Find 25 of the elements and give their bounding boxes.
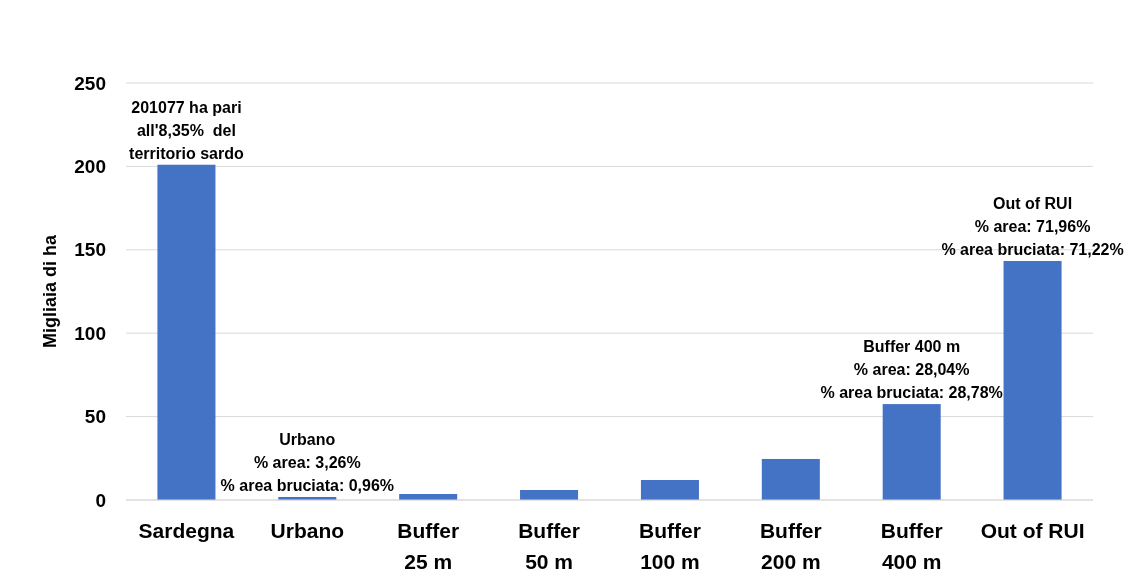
y-tick-label: 250 — [74, 72, 106, 94]
y-tick-label: 50 — [84, 406, 106, 428]
y-tick-label: 100 — [74, 322, 106, 344]
y-tick-label: 0 — [95, 489, 106, 511]
x-tick-label: Buffer 25 m — [397, 519, 460, 573]
bar — [1003, 260, 1062, 500]
annotation: Buffer 400 m % area: 28,04% % area bruciata: 28,78% — [820, 338, 1003, 402]
x-tick-label: Buffer 400 m — [880, 519, 943, 573]
y-tick-label: 200 — [74, 156, 106, 178]
y-axis-title: Migliaia di ha — [40, 234, 60, 349]
bar — [520, 489, 579, 500]
bar — [640, 479, 699, 500]
x-tick-label: Out of RUI — [980, 519, 1085, 542]
annotation: Urbano % area: 3,26% % area bruciata: 0,96% — [220, 431, 395, 494]
annotation: Out of RUI % area: 71,96% % area bruciata: 71,22% — [941, 194, 1124, 258]
bar — [761, 458, 820, 500]
bar — [157, 164, 216, 500]
x-tick-label: Buffer 50 m — [518, 519, 580, 573]
y-tick-label: 150 — [74, 239, 106, 261]
x-tick-label: Urbano — [270, 519, 345, 542]
x-tick-label: Buffer 100 m — [639, 519, 701, 573]
bar — [882, 404, 941, 500]
x-tick-label: Buffer 200 m — [759, 519, 822, 573]
annotation: 201077 ha pari all'8,35% del territorio sardo — [129, 98, 245, 162]
x-tick-label: Sardegna — [138, 519, 235, 542]
